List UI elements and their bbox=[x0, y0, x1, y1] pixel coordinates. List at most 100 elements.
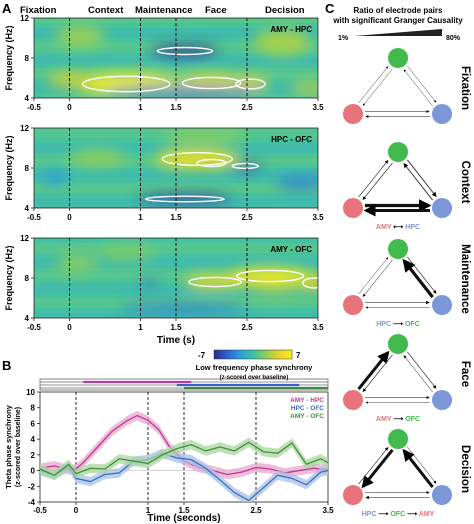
edge-hpc-to-ofc bbox=[402, 258, 434, 299]
edge-amy-to-ofc bbox=[358, 447, 389, 485]
x-tick-label: -0.5 bbox=[27, 103, 41, 112]
y-tick-label: 10 bbox=[26, 388, 35, 397]
colorbar-subtitle: (z-scored over baseline) bbox=[220, 375, 289, 381]
y-tick-label: 0 bbox=[31, 467, 36, 476]
legend-entry-hpc-ofc: HPC - OFC bbox=[291, 405, 325, 412]
node-hpc bbox=[432, 485, 452, 505]
x-axis-label: Time (s) bbox=[157, 335, 195, 346]
heatmap-blob bbox=[254, 29, 311, 55]
network-panel-context: Context AMY ⟷ HPC bbox=[343, 142, 471, 231]
edge-amy-to-ofc bbox=[358, 257, 389, 295]
significance-contour bbox=[235, 78, 266, 90]
edge-ofc-to-hpc bbox=[407, 159, 437, 197]
colorbar-title: Low frequency phase synchrony bbox=[196, 363, 314, 372]
heatmap-hpc-ofc: HPC - OFC 4 8 12 -0.5 0 1 1.5 2.5 3.5 Frequency (H… bbox=[4, 124, 324, 222]
ratio-legend-max: 80% bbox=[446, 35, 461, 42]
node-ofc bbox=[388, 239, 408, 259]
edge-ofc-to-amy bbox=[362, 68, 393, 106]
phase-label-context: Context bbox=[88, 5, 124, 16]
x-tick-label: 2.5 bbox=[241, 213, 253, 222]
network-caption: HPC ⟶ OFC bbox=[376, 321, 420, 328]
caption-part: ⟷ bbox=[391, 224, 405, 231]
edge-ofc-to-hpc bbox=[407, 351, 437, 389]
panel-label-c: C bbox=[325, 1, 335, 16]
heatmap-body bbox=[34, 238, 318, 318]
y-tick-label: 4 bbox=[25, 94, 30, 103]
node-hpc bbox=[432, 104, 452, 124]
caption-part: AMY bbox=[376, 224, 392, 231]
node-ofc bbox=[388, 334, 408, 354]
significance-contour bbox=[231, 162, 260, 170]
node-ofc bbox=[388, 429, 408, 449]
y-tick-label: 4 bbox=[25, 314, 30, 323]
x-axis-label: Time (seconds) bbox=[147, 513, 220, 524]
heatmap-pair-label: AMY - OFC bbox=[270, 245, 312, 254]
significance-contour bbox=[156, 46, 214, 56]
heatmap-body bbox=[34, 18, 318, 98]
colorbar-max-label: 7 bbox=[296, 351, 301, 360]
edge-amy-to-ofc bbox=[358, 66, 389, 104]
series-band-amy-ofc bbox=[40, 437, 328, 480]
ratio-legend-title-2: with significant Granger Causality bbox=[332, 16, 463, 25]
edge-amy-to-ofc bbox=[357, 350, 390, 391]
caption-part: AMY bbox=[376, 416, 392, 423]
line-chart-body bbox=[40, 392, 328, 502]
heatmap-pair-label: HPC - OFC bbox=[271, 135, 312, 144]
caption-part: OFC bbox=[390, 511, 405, 518]
node-hpc bbox=[432, 295, 452, 315]
heatmap-blob bbox=[119, 303, 247, 313]
network-phase-label: Context bbox=[459, 161, 471, 204]
heatmap-amy-hpc: AMY - HPC 4 8 12 -0.5 0 1 1.5 2.5 3.5 Frequency (H… bbox=[4, 14, 324, 112]
phase-label-face: Face bbox=[205, 5, 227, 16]
network-phase-label: Maintenance bbox=[459, 244, 471, 314]
phase-label-fixation: Fixation bbox=[20, 5, 57, 16]
panel-label-b: B bbox=[2, 358, 11, 373]
heatmap-blob bbox=[140, 279, 159, 285]
y-tick-label: 8 bbox=[31, 404, 36, 413]
edge-ofc-to-amy bbox=[362, 259, 393, 297]
heatmap-blob bbox=[55, 26, 105, 46]
edge-amy-to-ofc bbox=[358, 160, 389, 198]
heatmap-blob bbox=[247, 286, 304, 292]
heatmap-body bbox=[34, 128, 318, 208]
edge-hpc-to-ofc bbox=[403, 163, 433, 201]
edge-hpc-to-ofc bbox=[403, 355, 433, 393]
node-ofc bbox=[388, 142, 408, 162]
y-tick-label: 12 bbox=[20, 124, 29, 133]
network-panel-fixation: Fixation bbox=[343, 48, 471, 124]
x-tick-label: 1 bbox=[146, 506, 151, 515]
y-axis-label: Frequency (Hz) bbox=[4, 25, 14, 90]
significance-contour bbox=[81, 75, 171, 93]
edge-ofc-to-hpc bbox=[407, 65, 437, 103]
colorbar: -7 7 Low frequency phase synchrony (z-sc… bbox=[196, 349, 314, 381]
x-tick-label: 3.5 bbox=[312, 323, 324, 332]
node-amy bbox=[343, 485, 363, 505]
node-hpc bbox=[432, 198, 452, 218]
heatmap-blob bbox=[41, 172, 70, 184]
y-axis-label: Frequency (Hz) bbox=[4, 245, 14, 310]
caption-part: OFC bbox=[405, 416, 420, 423]
significance-contour bbox=[161, 151, 233, 166]
network-phase-label: Face bbox=[459, 361, 471, 387]
network-panel-decision: Decision HPC ⟶ OFC ⟶ AMY bbox=[343, 429, 471, 518]
edge-ofc-to-hpc bbox=[407, 446, 437, 484]
caption-part: HPC bbox=[405, 224, 420, 231]
edge-ofc-to-amy bbox=[361, 448, 394, 489]
x-tick-label: 1.5 bbox=[170, 213, 182, 222]
panel-label-a: A bbox=[2, 1, 12, 16]
node-amy bbox=[343, 295, 363, 315]
colorbar-min-label: -7 bbox=[198, 351, 206, 360]
edge-ofc-to-hpc bbox=[407, 256, 437, 294]
significance-contour bbox=[196, 158, 227, 168]
heatmap-blob bbox=[69, 150, 127, 166]
x-tick-label: 1 bbox=[138, 213, 143, 222]
y-tick-label: 8 bbox=[25, 54, 30, 63]
caption-part: AMY bbox=[419, 511, 435, 518]
ratio-legend-min: 1% bbox=[338, 35, 349, 42]
node-ofc bbox=[388, 48, 408, 68]
series-line-amy-ofc bbox=[40, 441, 328, 476]
heatmap-pair-label: AMY - HPC bbox=[270, 25, 312, 34]
x-tick-label: -0.5 bbox=[27, 323, 41, 332]
